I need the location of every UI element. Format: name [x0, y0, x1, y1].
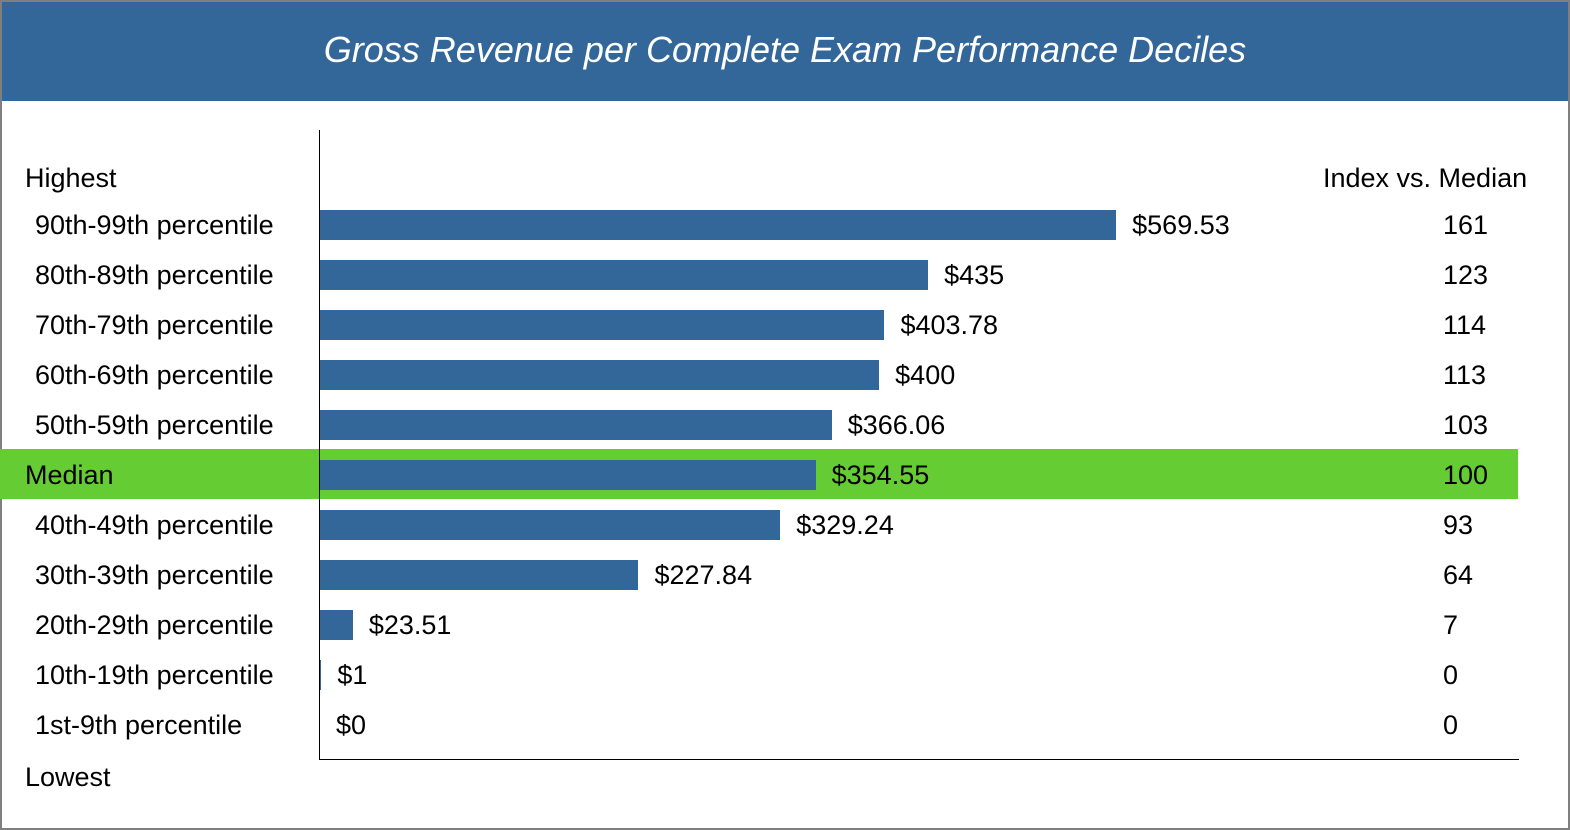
bar [320, 260, 929, 290]
value-label: $569.53 [1132, 210, 1230, 240]
value-label: $435 [944, 260, 1005, 290]
index-value: 113 [1443, 360, 1487, 390]
chart-title: Gross Revenue per Complete Exam Performa… [323, 29, 1247, 70]
bar [320, 410, 832, 440]
category-label: 50th-59th percentile [35, 410, 274, 440]
category-label-median: Median [25, 460, 114, 490]
value-label: $227.84 [654, 560, 753, 590]
index-value: 93 [1443, 510, 1474, 540]
value-label: $1 [337, 660, 368, 690]
category-label: 30th-39th percentile [35, 560, 274, 590]
category-label: 60th-69th percentile [35, 360, 274, 390]
value-label: $403.78 [900, 310, 999, 340]
index-value: 123 [1443, 260, 1489, 290]
index-value: 7 [1443, 610, 1459, 640]
category-label: 1st-9th percentile [35, 710, 243, 740]
bar [320, 310, 885, 340]
index-value: 0 [1443, 710, 1459, 740]
bar [320, 360, 880, 390]
bar [320, 560, 639, 590]
category-label: 20th-29th percentile [35, 610, 274, 640]
bar [320, 510, 781, 540]
category-label: 10th-19th percentile [35, 660, 274, 690]
bar [320, 660, 322, 690]
index-header: Index vs. Median [1323, 163, 1528, 193]
y-axis-line [319, 130, 320, 760]
index-value: 64 [1443, 560, 1474, 590]
value-label: $354.55 [831, 460, 930, 490]
category-label: 40th-49th percentile [35, 510, 274, 540]
category-label: 80th-89th percentile [35, 260, 274, 290]
bar [320, 460, 816, 490]
highest-label: Highest [25, 163, 117, 193]
value-label: $400 [895, 360, 956, 390]
bar [320, 210, 1117, 240]
index-value: 114 [1443, 310, 1487, 340]
value-label: $366.06 [847, 410, 946, 440]
x-baseline [319, 759, 1519, 760]
index-value: 100 [1443, 460, 1489, 490]
value-label: $329.24 [796, 510, 894, 540]
index-value: 103 [1443, 410, 1489, 440]
index-value: 0 [1443, 660, 1459, 690]
category-label: 70th-79th percentile [35, 310, 274, 340]
value-label: $0 [336, 710, 367, 740]
lowest-label: Lowest [25, 762, 111, 792]
bar [320, 610, 353, 640]
value-label: $23.51 [368, 610, 452, 640]
index-value: 161 [1443, 210, 1489, 240]
category-label: 90th-99th percentile [35, 210, 274, 240]
title-bar: Gross Revenue per Complete Exam Performa… [2, 2, 1568, 101]
